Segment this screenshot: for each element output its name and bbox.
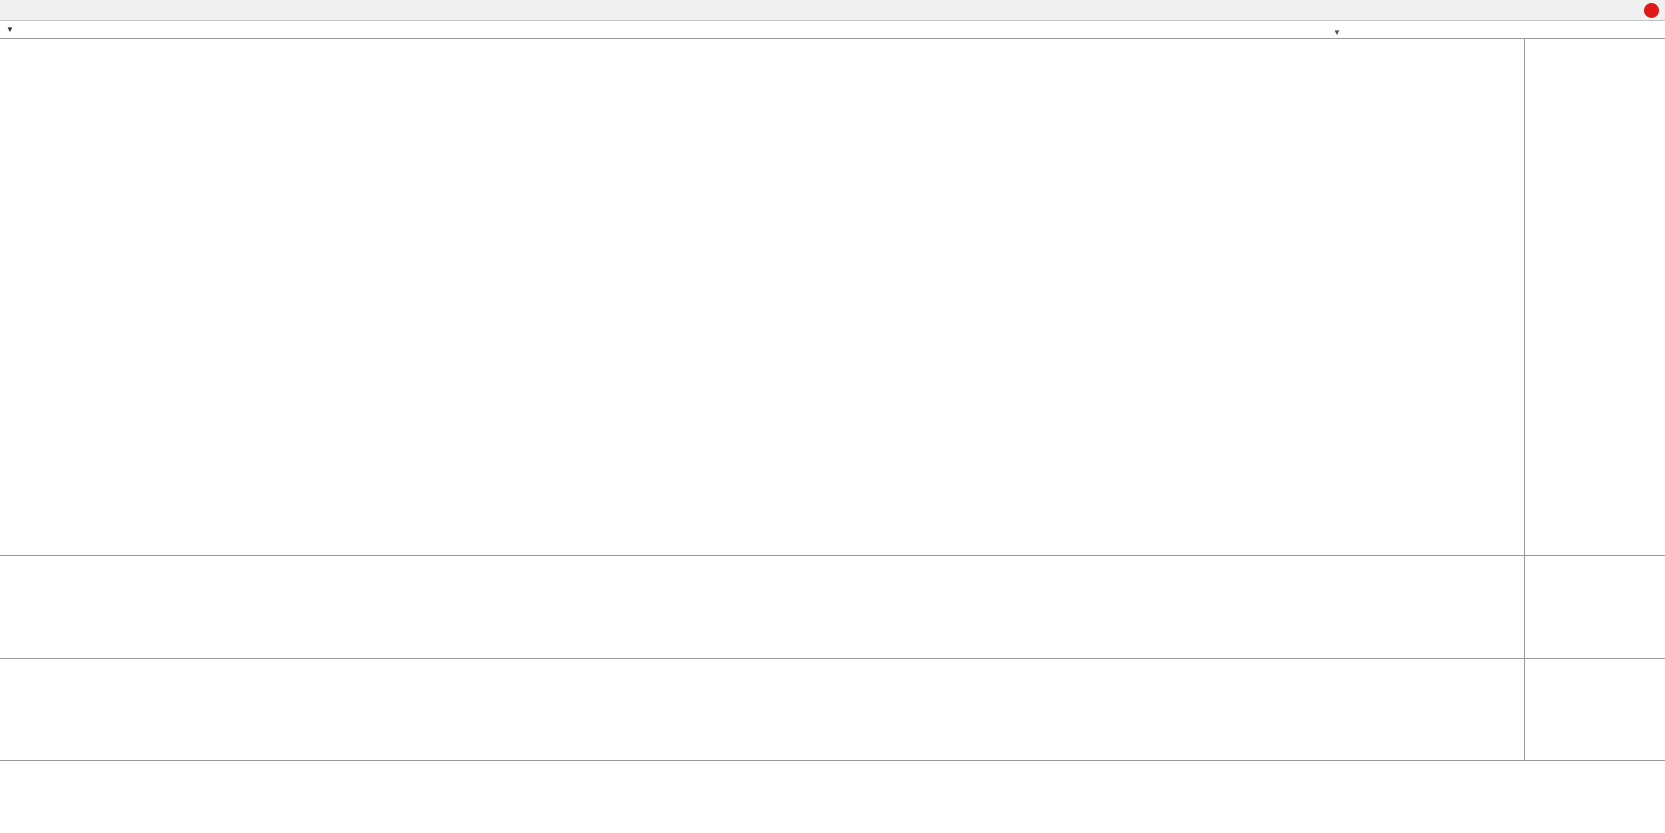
pane-separator: [0, 38, 1665, 39]
pane-separator: [0, 760, 1665, 761]
pane-separator[interactable]: [0, 658, 1665, 659]
rsi-pane[interactable]: [0, 658, 1524, 760]
chart-shift-marker-icon: ▼: [1333, 28, 1341, 37]
chart-window[interactable]: ▼ ▼: [0, 21, 1665, 833]
main-price-pane[interactable]: [0, 38, 1524, 555]
notification-badge[interactable]: [1644, 3, 1659, 18]
macd-pane[interactable]: [0, 555, 1524, 658]
chart-title: ▼: [6, 24, 28, 36]
pane-separator[interactable]: [0, 555, 1665, 556]
macd-indicator-label: [6, 558, 18, 569]
price-scale-separator: [1524, 38, 1525, 760]
chart-menu-icon[interactable]: ▼: [6, 25, 14, 34]
rsi-indicator-label: [6, 661, 12, 672]
toolbar: [0, 0, 1665, 21]
